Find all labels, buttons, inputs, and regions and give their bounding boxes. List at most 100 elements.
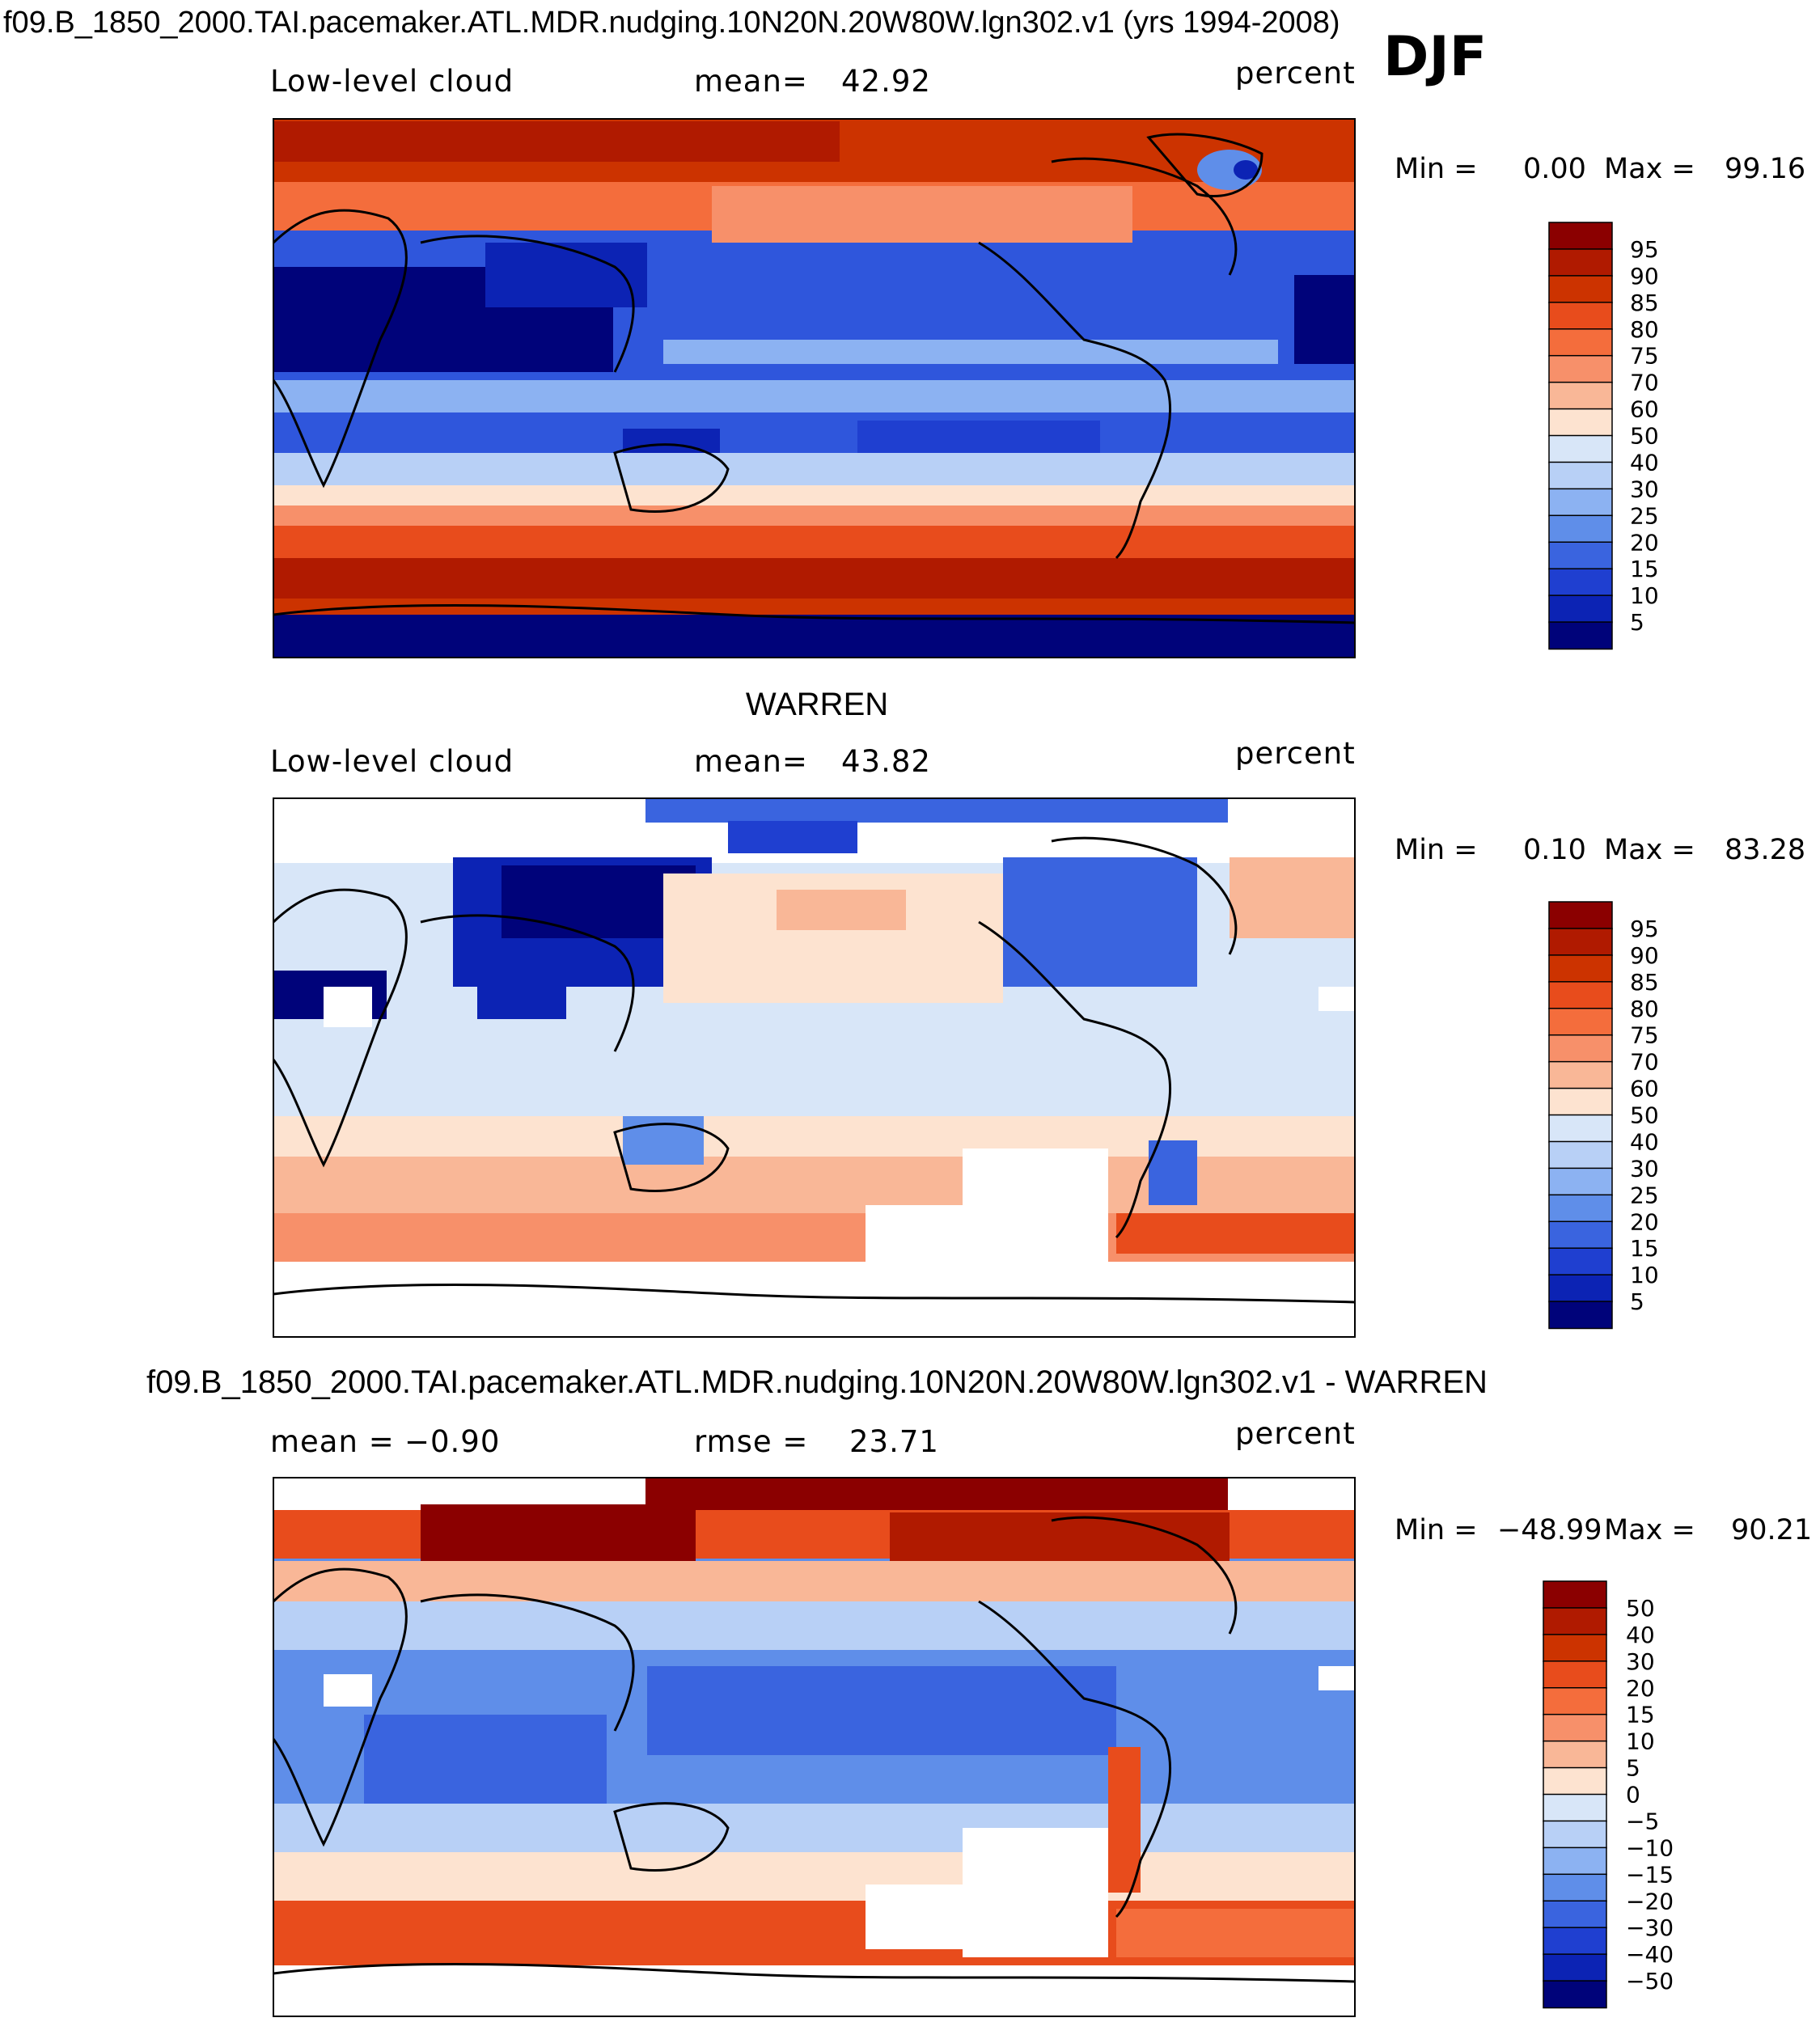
colorbar-tick-label: 25 [1630,502,1659,529]
colorbar-tick-label: −40 [1626,1941,1674,1968]
colorbar-tick-label: −15 [1626,1861,1674,1888]
colorbar-swatch [1543,1953,1607,1982]
colorbar-swatch [1548,381,1613,410]
panel-diff-frame [273,1477,1356,2017]
panel-obs-mean-value: 43.82 [841,744,931,779]
colorbar-swatch [1548,1034,1613,1063]
colorbar-tick-label: 10 [1630,1262,1659,1288]
colorbar-swatch [1548,928,1613,957]
colorbar-tick-label: 85 [1630,969,1659,996]
colorbar-swatch [1548,1301,1613,1330]
panel-obs-max-label: Max = [1604,834,1695,866]
colorbar-swatch [1548,568,1613,597]
colorbar-tick-label: 30 [1630,1155,1659,1182]
colorbar-swatch [1543,1793,1607,1822]
colorbar-swatch [1543,1740,1607,1769]
panel-diff-min-label: Min = [1395,1514,1478,1546]
panel-diff-title: f09.B_1850_2000.TAI.pacemaker.ATL.MDR.nu… [146,1364,1488,1400]
colorbar-tick-label: 30 [1626,1648,1655,1675]
colorbar-swatch [1543,1660,1607,1690]
panel-model-mean-label: mean= [694,64,808,99]
colorbar-tick-label: −5 [1626,1808,1659,1834]
colorbar-tick-label: 15 [1626,1702,1655,1728]
colorbar-swatch [1548,1140,1613,1170]
colorbar-swatch [1543,1687,1607,1715]
colorbar-swatch [1543,1634,1607,1663]
colorbar-swatch [1548,302,1613,330]
panel-model-max-label: Max = [1604,153,1695,185]
colorbar-swatch [1548,461,1613,490]
colorbar-swatch [1543,1927,1607,1956]
colorbar-swatch [1548,275,1613,304]
colorbar-tick-label: 5 [1630,1288,1644,1315]
colorbar-swatch [1548,1060,1613,1089]
colorbar-swatch [1548,1220,1613,1250]
colorbar-swatch [1543,1873,1607,1902]
colorbar-tick-label: −10 [1626,1834,1674,1861]
colorbar-tick-label: 60 [1630,396,1659,423]
colorbar-tick-label: 75 [1630,1022,1659,1049]
colorbar-tick-label: 70 [1630,1049,1659,1076]
colorbar-swatch [1548,222,1613,251]
colorbar-swatch [1548,488,1613,517]
colorbar-swatch [1548,1274,1613,1303]
panel-obs-min-value: 0.10 [1523,834,1586,866]
colorbar-swatch [1548,328,1613,357]
colorbar-tick-label: 40 [1630,1128,1659,1155]
panel-model-min-value: 0.00 [1523,153,1586,185]
colorbar-tick-label: 20 [1630,529,1659,556]
colorbar-swatch [1548,248,1613,277]
panel-diff-units: percent [1235,1416,1356,1451]
colorbar-tick-label: 60 [1630,1076,1659,1102]
panel-diff: f09.B_1850_2000.TAI.pacemaker.ATL.MDR.nu… [146,1364,1812,2017]
panel-obs-variable: Low-level cloud [270,744,514,779]
colorbar-swatch [1548,901,1613,930]
panel-obs-min-label: Min = [1395,834,1478,866]
season-label: DJF [1383,25,1487,89]
colorbar-tick-label: 75 [1630,343,1659,370]
colorbar-swatch [1548,954,1613,984]
panel-model-mean-value: 42.92 [841,64,931,99]
colorbar-swatch [1543,1607,1607,1636]
panel-model-variable: Low-level cloud [270,64,514,99]
colorbar-tick-label: 70 [1630,370,1659,396]
colorbar-tick-label: 20 [1630,1208,1659,1235]
colorbar-tick-label: 20 [1626,1675,1655,1702]
panel-model: Low-level cloud mean= 42.92 percent [270,56,1805,658]
colorbar-tick-label: 95 [1630,236,1659,263]
colorbar-swatch [1548,514,1613,544]
panel-obs-frame [273,797,1356,1338]
panel-diff-min-value: −48.99 [1497,1514,1602,1546]
panel-obs-units: percent [1235,736,1356,771]
panel-diff-map [273,1478,1355,2016]
colorbar-swatch [1548,1194,1613,1223]
colorbar-tick-label: 0 [1626,1782,1640,1808]
colorbar-tick-label: 15 [1630,1235,1659,1262]
colorbar-swatch [1543,1713,1607,1742]
colorbar-tick-label: 10 [1626,1728,1655,1755]
panel-diff-max-value: 90.21 [1731,1514,1812,1546]
colorbar-swatch [1548,1114,1613,1143]
colorbar-tick-label: 10 [1630,582,1659,609]
colorbar-swatch [1548,1167,1613,1196]
colorbar-swatch [1543,1580,1607,1610]
panel-model-frame [273,118,1356,658]
colorbar-swatch [1548,594,1613,624]
colorbar-swatch [1548,354,1613,383]
colorbar-tick-label: 80 [1630,316,1659,343]
panel-diff-rmse-label: rmse = [694,1424,808,1459]
colorbar-swatch [1548,434,1613,463]
panel-model-coastlines [273,133,1355,624]
colorbar-tick-label: 90 [1630,263,1659,290]
colorbar-tick-label: 15 [1630,556,1659,582]
colorbar-swatch [1543,1846,1607,1876]
panel-model-min-label: Min = [1395,153,1478,185]
panel-diff-mean-label: mean = [270,1424,395,1459]
colorbar-swatch [1543,1980,1607,2009]
panel-diff-rmse-value: 23.71 [849,1424,939,1459]
colorbar-swatch [1543,1766,1607,1796]
colorbar-swatch [1548,541,1613,570]
